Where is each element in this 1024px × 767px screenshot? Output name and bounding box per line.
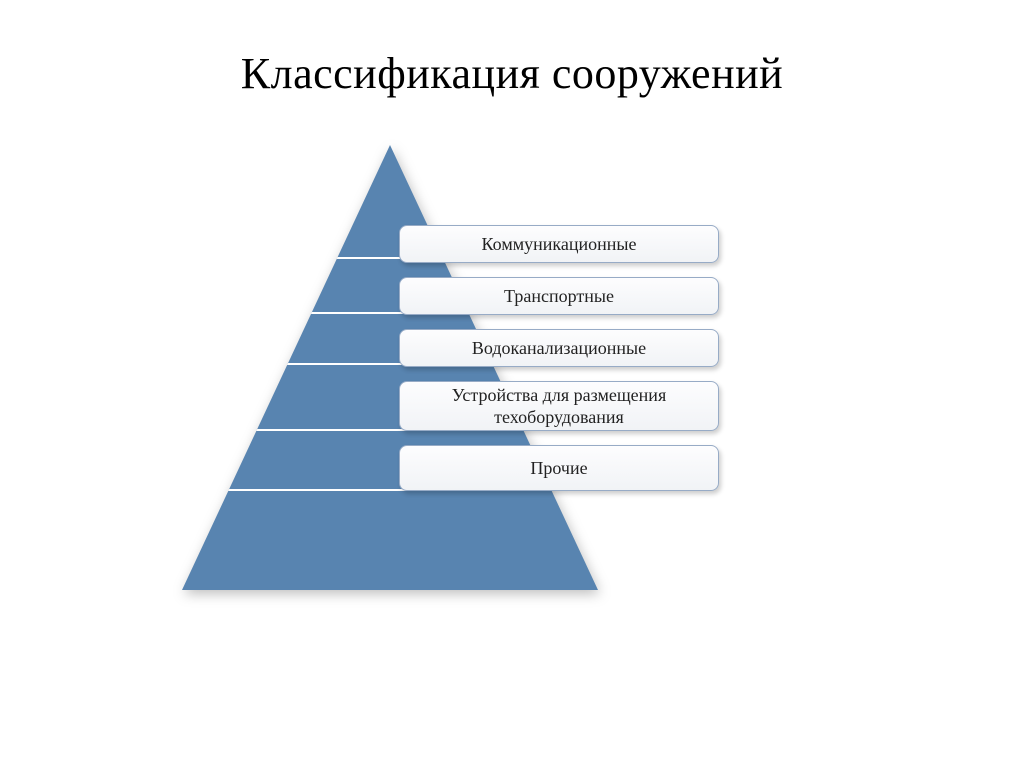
pyramid-box: Транспортные xyxy=(399,277,719,315)
page-title: Классификация сооружений xyxy=(0,0,1024,99)
pyramid-box: Прочие xyxy=(399,445,719,491)
slide: Классификация сооружений Коммуникационны… xyxy=(0,0,1024,767)
pyramid-diagram: Коммуникационные Транспортные Водоканали… xyxy=(0,145,1024,645)
pyramid-box-list: Коммуникационные Транспортные Водоканали… xyxy=(399,225,719,491)
pyramid-box: Коммуникационные xyxy=(399,225,719,263)
pyramid-box-label: Водоканализационные xyxy=(472,337,646,360)
pyramid-box-label: Прочие xyxy=(530,457,587,480)
pyramid-box-label: Коммуникационные xyxy=(482,233,637,256)
pyramid-box: Устройства для размещения техоборудовани… xyxy=(399,381,719,431)
pyramid-box-label: Устройства для размещения техоборудовани… xyxy=(410,384,708,429)
pyramid-box-label: Транспортные xyxy=(504,285,614,308)
pyramid-box: Водоканализационные xyxy=(399,329,719,367)
